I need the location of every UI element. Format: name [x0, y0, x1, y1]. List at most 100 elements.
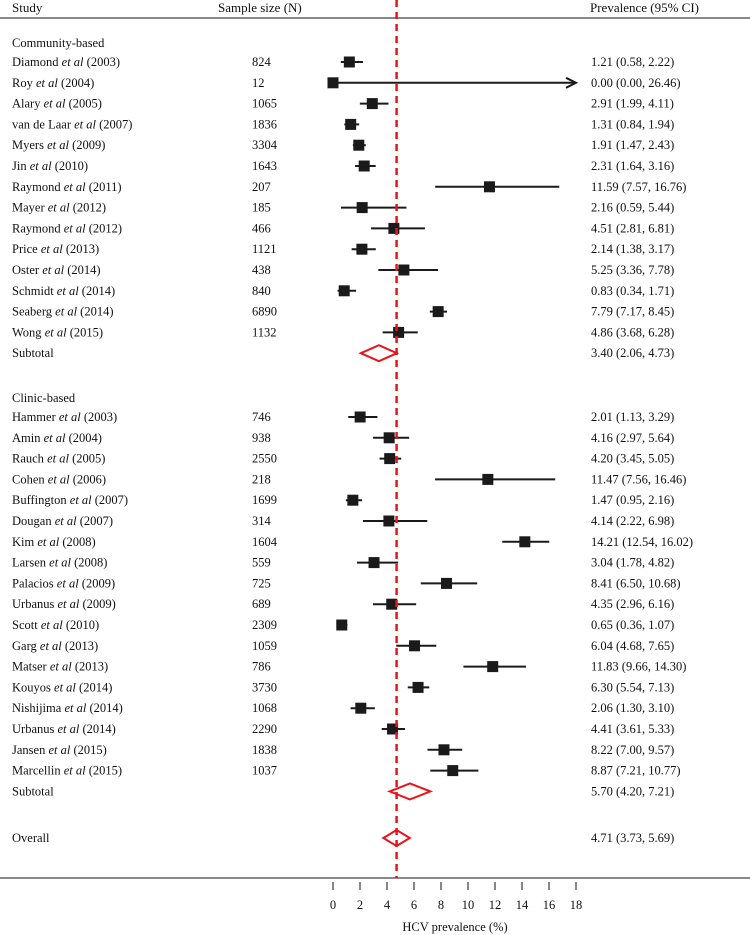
subtotal-diamond — [358, 344, 400, 363]
point-estimate-marker — [327, 77, 339, 89]
x-tick-label: 14 — [516, 898, 529, 912]
sample-size-value: 689 — [252, 597, 271, 611]
study-label: Urbanus et al (2009) — [12, 597, 116, 611]
point-estimate-marker — [343, 56, 355, 68]
point-estimate-marker — [487, 661, 499, 673]
point-estimate-marker — [368, 557, 380, 569]
point-estimate-marker — [412, 681, 424, 693]
sample-size-value: 12 — [252, 76, 265, 90]
prevalence-ci-text: 1.91 (1.47, 2.43) — [591, 138, 674, 152]
sample-size-value: 438 — [252, 263, 271, 277]
x-tick-label: 6 — [411, 898, 417, 912]
study-label: Hammer et al (2003) — [12, 410, 117, 424]
point-estimate-marker — [336, 619, 348, 631]
prevalence-ci-text: 8.87 (7.21, 10.77) — [591, 764, 681, 778]
sample-size-value: 786 — [252, 660, 271, 674]
study-label: Oster et al (2014) — [12, 263, 101, 277]
point-estimate-marker — [345, 118, 357, 130]
prevalence-ci-text: 0.65 (0.36, 1.07) — [591, 618, 674, 632]
point-estimate-marker — [409, 640, 421, 652]
prevalence-ci-text: 4.35 (2.96, 6.16) — [591, 597, 674, 611]
study-label: Price et al (2013) — [12, 242, 99, 256]
study-label: Roy et al (2004) — [12, 76, 94, 90]
study-label: Scott et al (2010) — [12, 618, 99, 632]
prevalence-ci-text: 1.21 (0.58, 2.22) — [591, 55, 674, 69]
prevalence-ci-text: 2.01 (1.13, 3.29) — [591, 410, 674, 424]
study-label: Larsen et al (2008) — [12, 556, 107, 570]
sample-size-value: 1643 — [252, 159, 277, 173]
x-tick-label: 0 — [330, 898, 336, 912]
subtotal-ci-text: 3.40 (2.06, 4.73) — [591, 346, 674, 360]
subtotal-diamond — [386, 782, 434, 801]
x-tick-label: 16 — [543, 898, 556, 912]
sample-size-value: 207 — [252, 180, 271, 194]
study-label: Jin et al (2010) — [12, 159, 88, 173]
sample-size-value: 1068 — [252, 701, 277, 715]
study-label: Seaberg et al (2014) — [12, 305, 114, 319]
study-label: van de Laar et al (2007) — [12, 117, 132, 131]
prevalence-ci-text: 6.04 (4.68, 7.65) — [591, 639, 674, 653]
point-estimate-marker — [353, 139, 365, 151]
sample-size-value: 314 — [252, 514, 272, 528]
point-estimate-marker — [338, 285, 350, 297]
prevalence-ci-text: 4.16 (2.97, 5.64) — [591, 431, 674, 445]
study-label: Diamond et al (2003) — [12, 55, 120, 69]
sample-size-value: 725 — [252, 576, 271, 590]
study-label: Palacios et al (2009) — [12, 576, 115, 590]
sample-size-value: 1132 — [252, 325, 277, 339]
sample-size-value: 1121 — [252, 242, 277, 256]
sample-size-value: 746 — [252, 410, 271, 424]
sample-size-value: 938 — [252, 431, 271, 445]
x-tick-label: 10 — [462, 898, 475, 912]
study-label: Garg et al (2013) — [12, 639, 98, 653]
study-label: Amin et al (2004) — [12, 431, 102, 445]
study-label: Wong et al (2015) — [12, 325, 103, 339]
prevalence-ci-text: 11.83 (9.66, 14.30) — [591, 660, 686, 674]
sample-size-value: 2309 — [252, 618, 277, 632]
study-label: Urbanus et al (2014) — [12, 722, 116, 736]
study-label: Marcellin et al (2015) — [12, 764, 122, 778]
prevalence-ci-text: 2.31 (1.64, 3.16) — [591, 159, 674, 173]
prevalence-ci-text: 3.04 (1.78, 4.82) — [591, 556, 674, 570]
prevalence-ci-text: 2.91 (1.99, 4.11) — [591, 97, 674, 111]
point-estimate-marker — [387, 723, 399, 735]
point-estimate-marker — [393, 326, 405, 338]
point-estimate-marker — [386, 598, 398, 610]
frame-lines — [0, 17, 750, 879]
point-estimate-marker — [388, 222, 400, 234]
study-label: Mayer et al (2012) — [12, 201, 106, 215]
table-header: Study Sample size (N) Prevalence (95% CI… — [12, 0, 699, 15]
study-label: Raymond et al (2011) — [12, 180, 122, 194]
study-label: Jansen et al (2015) — [12, 743, 107, 757]
sample-size-value: 559 — [252, 556, 271, 570]
ci-arrow — [565, 76, 579, 89]
prevalence-ci-text: 1.31 (0.84, 1.94) — [591, 117, 674, 131]
overall-diamond — [381, 828, 412, 848]
x-tick-label: 4 — [384, 898, 391, 912]
x-tick-label: 2 — [357, 898, 363, 912]
prevalence-ci-text: 4.20 (3.45, 5.05) — [591, 452, 674, 466]
point-estimate-marker — [438, 744, 450, 756]
group-heading: Community-based — [12, 36, 105, 50]
sample-size-value: 1065 — [252, 97, 277, 111]
subtotal-label: Subtotal — [12, 784, 54, 798]
sample-size-value: 840 — [252, 284, 271, 298]
sample-size-value: 218 — [252, 472, 271, 486]
overall-ci-text: 4.71 (3.73, 5.69) — [591, 831, 674, 845]
sample-size-value: 185 — [252, 201, 271, 215]
sample-size-value: 2290 — [252, 722, 277, 736]
prevalence-ci-text: 5.25 (3.36, 7.78) — [591, 263, 674, 277]
point-estimate-marker — [447, 765, 459, 777]
prevalence-ci-text: 8.41 (6.50, 10.68) — [591, 576, 681, 590]
prevalence-ci-text: 4.86 (3.68, 6.28) — [591, 325, 674, 339]
study-label: Kim et al (2008) — [12, 535, 96, 549]
point-estimate-marker — [358, 160, 370, 172]
sample-size-value: 1836 — [252, 117, 277, 131]
prevalence-ci-text: 8.22 (7.00, 9.57) — [591, 743, 674, 757]
point-estimate-marker — [347, 494, 359, 506]
prevalence-column-header: Prevalence (95% CI) — [590, 0, 699, 15]
prevalence-ci-text: 1.47 (0.95, 2.16) — [591, 493, 674, 507]
subtotal-label: Subtotal — [12, 346, 54, 360]
overall-label: Overall — [12, 831, 50, 845]
